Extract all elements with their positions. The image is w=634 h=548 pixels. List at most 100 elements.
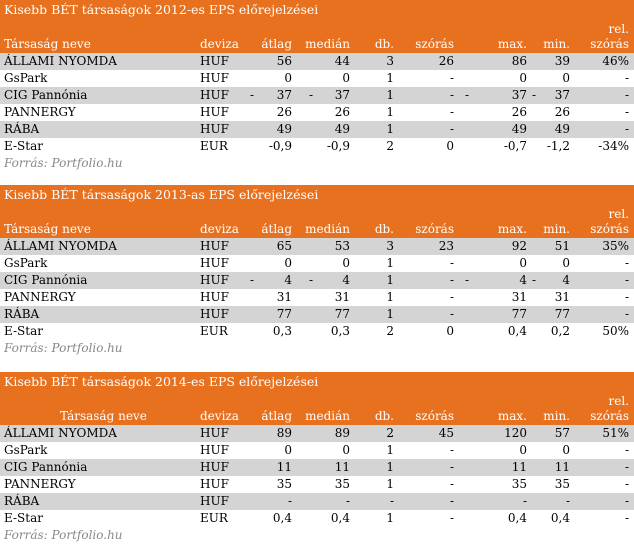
negative-sign-mark: - [532, 273, 537, 287]
negative-sign-mark: - [465, 88, 470, 102]
value-max: 120 [504, 426, 527, 440]
value-median: 35 [334, 477, 350, 491]
header-db: db. [374, 37, 394, 51]
header-rel-szoras: szórás [590, 222, 629, 236]
header-db: db. [374, 222, 394, 236]
value-min: 0 [562, 256, 570, 270]
currency: HUF [200, 239, 229, 253]
company-name: ÁLLAMI NYOMDA [4, 239, 117, 253]
company-name: RÁBA [4, 307, 40, 321]
negative-sign-mark: - [309, 273, 314, 287]
value-atlag: 26 [276, 105, 292, 119]
value-atlag: 31 [276, 290, 292, 304]
value-median: 37 [334, 88, 350, 102]
value-db: 2 [386, 324, 394, 338]
header-min: min. [543, 409, 570, 423]
currency: HUF [200, 54, 229, 68]
company-name: CIG Pannónia [4, 88, 88, 102]
value-atlag: 89 [276, 426, 292, 440]
value-max: 0 [519, 71, 527, 85]
currency: HUF [200, 105, 229, 119]
value-min: 57 [554, 426, 570, 440]
value-db: 1 [386, 307, 394, 321]
value-max: 35 [511, 477, 527, 491]
value-max: 0 [519, 443, 527, 457]
value-szoras: - [449, 88, 454, 102]
value-rel-szoras: - [624, 511, 629, 525]
value-db: 3 [386, 239, 394, 253]
table-row: CIG Pannónia HUF 4 4 1-4 4- - - - - [0, 272, 634, 289]
value-db: 1 [386, 460, 394, 474]
value-rel-szoras: - [624, 307, 629, 321]
table-row: CIG Pannónia HUF 11 11 1-11 11- [0, 459, 634, 476]
header-deviza: deviza [200, 37, 239, 51]
value-db: 1 [386, 290, 394, 304]
header-szoras: szórás [415, 222, 454, 236]
value-max: 0,4 [507, 511, 527, 525]
currency: HUF [200, 71, 229, 85]
value-rel-szoras: 51% [602, 426, 629, 440]
value-db: 2 [386, 139, 394, 153]
currency: HUF [200, 494, 229, 508]
table-row: RÁBA HUF 77 77 1 - 77 77 - [0, 306, 634, 323]
value-median: 77 [334, 307, 350, 321]
value-atlag: 4 [284, 273, 292, 287]
header-min: min. [543, 222, 570, 236]
company-name: RÁBA [4, 494, 40, 508]
currency: HUF [200, 426, 229, 440]
currency: HUF [200, 460, 229, 474]
currency: HUF [200, 122, 229, 136]
value-min: 35 [554, 477, 570, 491]
currency: HUF [200, 443, 229, 457]
source-note: Forrás: Portfolio.hu [4, 528, 123, 542]
value-rel-szoras: 50% [602, 324, 629, 338]
value-szoras: - [449, 307, 454, 321]
company-name: PANNERGY [4, 290, 76, 304]
header-szoras: szórás [415, 409, 454, 423]
value-szoras: - [449, 122, 454, 136]
value-max: 37 [511, 88, 527, 102]
company-name: RÁBA [4, 122, 40, 136]
currency: HUF [200, 477, 229, 491]
value-min: 51 [554, 239, 570, 253]
value-db: 3 [386, 54, 394, 68]
value-median: 0 [342, 443, 350, 457]
value-max: -0,7 [503, 139, 527, 153]
header-median: medián [305, 222, 350, 236]
header-rel: rel. [608, 207, 630, 221]
negative-sign-mark: - [250, 273, 255, 287]
value-atlag: 77 [276, 307, 292, 321]
table-header: Társaság neve deviza átlag medián db. szórás m… [0, 392, 634, 425]
currency: EUR [200, 511, 228, 525]
header-median: medián [305, 409, 350, 423]
header-name: Társaság neve [4, 222, 91, 236]
value-max: 4 [519, 273, 527, 287]
value-min: 0,4 [550, 511, 570, 525]
header-name: Társaság neve [4, 37, 91, 51]
value-median: 0 [342, 256, 350, 270]
value-db: 2 [386, 426, 394, 440]
value-szoras: - [449, 443, 454, 457]
value-min: 31 [554, 290, 570, 304]
value-atlag: 0 [284, 256, 292, 270]
table-row: ÁLLAMI NYOMDA HUF 65 53 3 23 92 51 35% [0, 238, 634, 255]
header-max: max. [497, 222, 527, 236]
currency: EUR [200, 139, 228, 153]
table-row: RÁBA HUF 49 49 1 - 49 49 - [0, 121, 634, 138]
value-db: 1 [386, 256, 394, 270]
value-szoras: 0 [446, 139, 454, 153]
currency: HUF [200, 290, 229, 304]
negative-sign-mark: - [309, 88, 314, 102]
value-median: - [345, 494, 350, 508]
header-rel: rel. [608, 394, 630, 408]
value-rel-szoras: - [624, 290, 629, 304]
table-title: Kisebb BÉT társaságok 2012-es EPS előrej… [0, 0, 634, 20]
table-header: Társaság neve deviza átlag medián db. szórás m… [0, 20, 634, 53]
value-atlag: 37 [276, 88, 292, 102]
company-name: PANNERGY [4, 105, 76, 119]
value-atlag: -0,9 [268, 139, 292, 153]
value-atlag: 0,4 [272, 511, 292, 525]
value-rel-szoras: - [624, 71, 629, 85]
company-name: GsPark [4, 443, 48, 457]
header-deviza: deviza [200, 222, 239, 236]
